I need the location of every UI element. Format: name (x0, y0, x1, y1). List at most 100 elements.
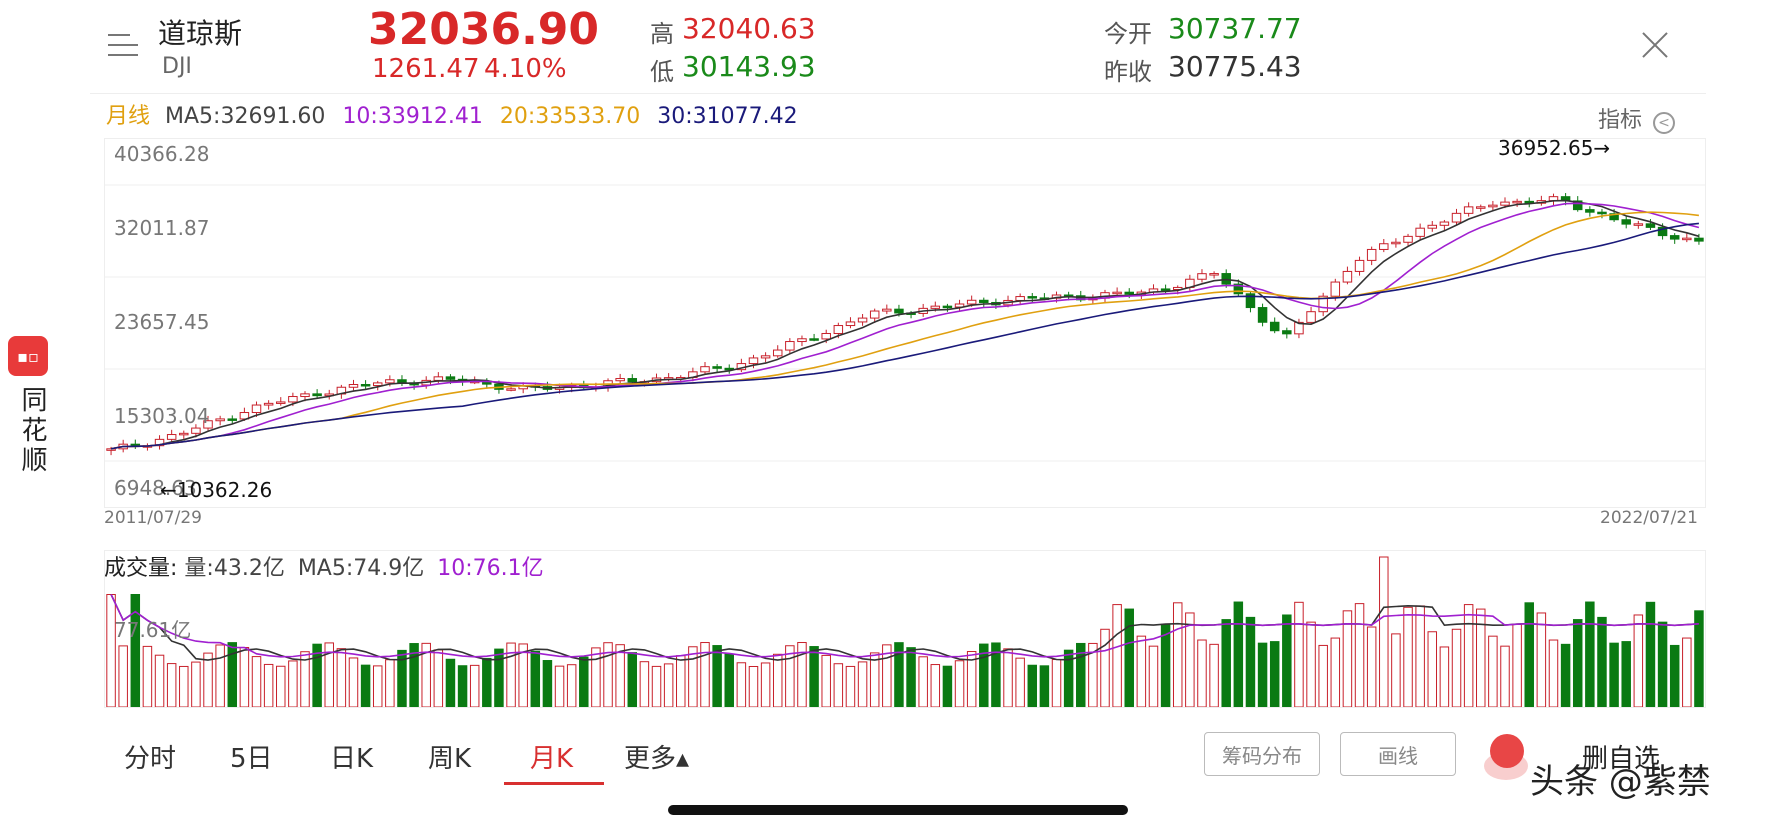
candle (288, 396, 298, 403)
volume-bar (1439, 646, 1450, 707)
candle (857, 317, 868, 323)
volume-bar (639, 661, 650, 707)
volume-bar (857, 661, 868, 707)
candle (1172, 286, 1183, 290)
volume-bar (1391, 633, 1401, 707)
tab-weekly-k[interactable]: 周K (428, 744, 472, 774)
volume-bar (276, 665, 286, 707)
menu-icon[interactable] (108, 30, 142, 60)
candle (372, 382, 383, 387)
volume-bar (930, 664, 941, 707)
candle (748, 357, 759, 365)
chips-distribution-button[interactable]: 筹码分布 (1204, 732, 1320, 776)
indicator-button[interactable]: 指标 < (1598, 102, 1676, 134)
volume-bar (1524, 602, 1534, 707)
volume-bar (700, 642, 710, 707)
candle (1306, 311, 1316, 323)
candle (166, 434, 177, 440)
volume-bar (1403, 606, 1413, 707)
volume-bar (1027, 664, 1038, 707)
volume-bar (869, 652, 880, 707)
candle (1330, 281, 1341, 297)
candle (1269, 321, 1280, 332)
candle (360, 384, 371, 387)
volume-bar (954, 660, 965, 707)
volume-bar (1330, 637, 1341, 707)
candle (979, 299, 989, 303)
volume-bar (142, 645, 153, 707)
volume-chart[interactable] (104, 550, 1706, 708)
side-app-badge[interactable]: ▪▫ 同花顺 (8, 336, 52, 476)
price-change: 1261.47 (372, 54, 480, 84)
tab-minute[interactable]: 分时 (124, 744, 177, 774)
close-icon[interactable] (1640, 30, 1670, 60)
volume-bar (1633, 614, 1644, 707)
candle (1354, 259, 1365, 272)
volume-bar (1148, 645, 1159, 707)
header-divider (90, 93, 1706, 94)
price-axis-label: 15303.04 (114, 404, 210, 428)
volume-bar (1379, 556, 1389, 707)
draw-line-button[interactable]: 画线 (1340, 732, 1456, 776)
volume-bar (1560, 643, 1571, 707)
volume-bar (530, 650, 541, 707)
volume-bar (191, 661, 201, 707)
volume-bar (227, 642, 238, 707)
tab-more[interactable]: 更多▴ (624, 744, 690, 774)
candle (1439, 221, 1450, 226)
volume-bar (1682, 637, 1692, 707)
volume-bar (433, 649, 444, 707)
volume-bar (1076, 642, 1086, 707)
candle (1391, 241, 1401, 245)
volume-bar (991, 642, 1001, 707)
tab-daily-k[interactable]: 日K (330, 744, 374, 774)
volume-bar (1088, 642, 1098, 707)
stock-code: DJI (162, 54, 192, 79)
candle (227, 418, 238, 421)
candle (1500, 201, 1510, 206)
volume-bar (845, 665, 856, 707)
tab-monthly-k[interactable]: 月K (530, 744, 574, 774)
candle (203, 420, 213, 429)
volume-bar (1100, 628, 1110, 707)
volume-bar (482, 657, 492, 707)
volume-bar (1512, 623, 1522, 707)
volume-bar (1694, 610, 1704, 707)
low-label: 低 (650, 58, 674, 86)
candle (869, 310, 880, 319)
volume-bar (603, 642, 613, 707)
candle (1694, 237, 1704, 242)
volume-bar (1197, 639, 1207, 707)
price-axis-label: 40366.28 (114, 142, 210, 166)
price-axis-label: 6948.63 (114, 476, 197, 500)
volume-bar (1233, 601, 1244, 707)
volume-value: 量:43.2亿 (184, 556, 285, 581)
chevron-left-icon: < (1653, 112, 1676, 134)
candle (1197, 273, 1207, 280)
volume-bar (1536, 612, 1547, 707)
volume-bar (1294, 601, 1304, 707)
volume-bar (1366, 626, 1377, 707)
candle (821, 332, 831, 340)
remove-favorite-button[interactable]: 删自选 (1582, 744, 1661, 774)
period-label[interactable]: 月线 (106, 104, 151, 129)
price-chart[interactable] (104, 138, 1706, 508)
candle (1366, 248, 1377, 261)
watermark: 头条 @紫禁 (1530, 762, 1711, 802)
ma10-line (110, 202, 1700, 450)
candle (1682, 237, 1692, 241)
ma30-line (110, 222, 1699, 450)
volume-bar (130, 594, 141, 707)
candle (1415, 227, 1425, 237)
volume-bar (748, 665, 759, 707)
candle (1585, 209, 1595, 213)
prev-close-value: 30775.43 (1168, 50, 1302, 83)
volume-bar (179, 665, 189, 707)
volume-bar (1585, 601, 1595, 707)
tab-5day[interactable]: 5日 (230, 744, 273, 774)
candle (179, 432, 189, 436)
open-value: 30737.77 (1168, 12, 1302, 45)
volume-bar (239, 646, 250, 707)
candle (1318, 295, 1328, 313)
record-dot-icon[interactable] (1490, 734, 1524, 768)
